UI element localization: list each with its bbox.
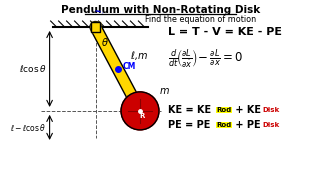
- Text: PE = PE: PE = PE: [168, 120, 211, 130]
- Bar: [91, 22, 100, 32]
- Text: Disk: Disk: [262, 122, 279, 128]
- Text: + KE: + KE: [232, 105, 261, 115]
- Text: $\ell\cos\theta$: $\ell\cos\theta$: [19, 63, 47, 75]
- Text: $\ell$,m: $\ell$,m: [130, 50, 148, 62]
- Text: Rod: Rod: [216, 107, 231, 113]
- Bar: [91, 22, 100, 32]
- Text: $\frac{d}{dt}\!\left(\frac{\partial L}{\partial \dot{x}}\right)\!-\frac{\partial: $\frac{d}{dt}\!\left(\frac{\partial L}{\…: [168, 48, 244, 70]
- Text: R: R: [139, 113, 145, 119]
- Text: $\theta$: $\theta$: [100, 36, 108, 48]
- Text: CM: CM: [123, 62, 136, 71]
- Text: $\ell-\ell\cos\theta$: $\ell-\ell\cos\theta$: [10, 122, 47, 133]
- Text: L = T - V = KE - PE: L = T - V = KE - PE: [168, 27, 282, 37]
- Text: m: m: [160, 86, 170, 96]
- Text: Rod: Rod: [216, 122, 231, 128]
- Text: Disk: Disk: [262, 107, 279, 113]
- Text: Pendulum with Non-Rotating Disk: Pendulum with Non-Rotating Disk: [61, 5, 260, 15]
- Text: + PE: + PE: [232, 120, 261, 130]
- Text: Find the equation of motion: Find the equation of motion: [145, 15, 256, 24]
- Circle shape: [121, 92, 159, 130]
- Text: KE = KE: KE = KE: [168, 105, 212, 115]
